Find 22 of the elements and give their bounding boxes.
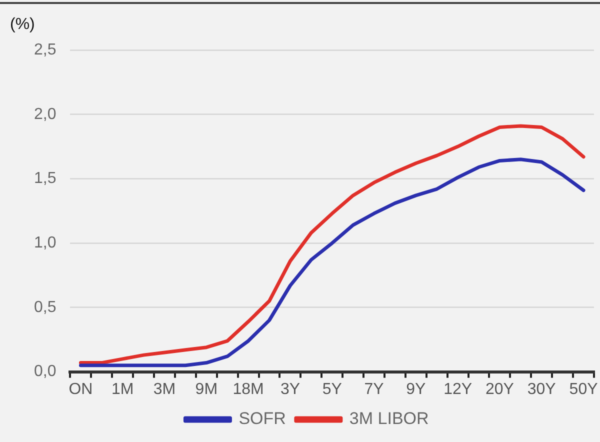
x-tick-label: 3Y [280,380,300,398]
y-axis-title: (%) [10,16,35,34]
legend-label: 3M LIBOR [349,409,429,428]
x-tick-label: 1M [112,380,134,398]
x-tick-label: 5Y [322,380,342,398]
y-tick-label: 1,0 [34,234,56,252]
x-tick-label: 20Y [485,380,514,398]
x-tick-label: 9M [195,380,218,398]
x-tick-label: 7Y [364,380,384,398]
y-tick-label: 1,5 [34,170,56,188]
y-tick-label: 2,0 [34,106,56,123]
x-tick-label: 9Y [406,380,426,398]
x-tick-label: 12Y [444,380,472,398]
x-tick-label: 18M [232,380,264,398]
legend-label: SOFR [238,409,286,428]
y-tick-label: 0,5 [34,298,56,316]
y-tick-label: 0,0 [34,363,56,380]
y-tick-label: 2,5 [34,41,56,58]
x-tick-label: 3M [153,380,176,398]
x-tick-label: ON [68,380,93,398]
x-tick-label: 30Y [527,380,556,398]
x-tick-label: 50Y [569,380,598,398]
